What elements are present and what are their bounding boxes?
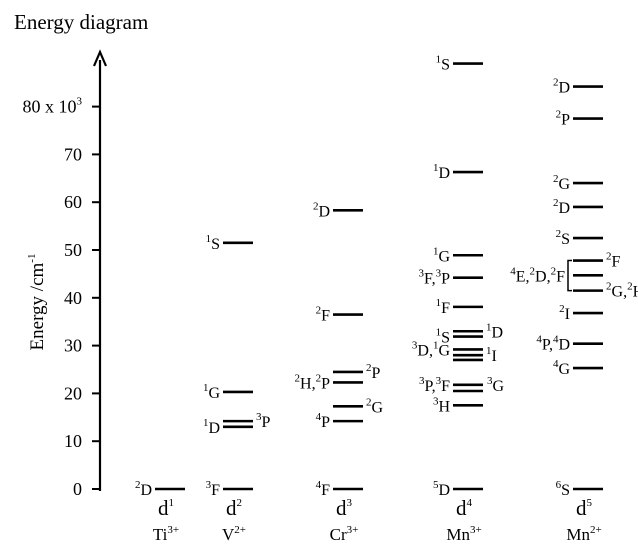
level-label: 3D,1G (412, 339, 451, 359)
ion-label: V2+ (222, 524, 246, 544)
level-label: 5D (433, 479, 450, 499)
level-label: 1D (433, 162, 450, 182)
level-label: 2D (553, 197, 570, 217)
column-d2: 3F 1D 3P 1G 1S (203, 233, 271, 499)
y-tick-label: 20 (64, 383, 82, 403)
ion-label: Mn2+ (566, 524, 601, 544)
level-label: 2G (366, 396, 384, 416)
level-label: 1G (433, 245, 451, 265)
level-label: 1S (436, 327, 450, 347)
y-axis (92, 49, 108, 491)
config-label: d1 (158, 496, 174, 520)
level-label: 2S (556, 228, 570, 248)
y-tick-label: 30 (64, 336, 82, 356)
level-label: 2P (366, 362, 381, 382)
level-label: 1F (436, 297, 451, 317)
level-label: 1D (203, 417, 220, 437)
level-label: 3F,3P (418, 268, 450, 288)
level-label: 2D (553, 77, 570, 97)
level-label: 2P (556, 109, 571, 129)
level-label: 4F (316, 479, 331, 499)
level-label: 2G,2H (606, 281, 638, 301)
y-tick-label: 50 (64, 240, 82, 260)
ion-label: Mn3+ (446, 524, 481, 544)
x-labels: d1 Ti3+ d2 V2+ d3 Cr3+ d4 Mn3+ d5 Mn2+ (153, 496, 602, 544)
config-label: d5 (576, 496, 593, 520)
bracket-icon (567, 259, 572, 292)
column-d1: 2D (135, 479, 185, 499)
y-tick-label: 70 (64, 144, 82, 164)
level-label: 2D (313, 200, 330, 220)
level-label: 3H (433, 395, 451, 415)
level-label: 2I (559, 303, 570, 323)
y-tick-label: 40 (64, 288, 82, 308)
y-tick-label: 80 x 103 (23, 96, 83, 117)
level-label: 1D (486, 321, 503, 341)
level-label: 4G (553, 358, 571, 378)
level-label: 6S (556, 479, 570, 499)
level-label: 3P,3F (419, 375, 450, 395)
ion-label: Ti3+ (153, 524, 179, 544)
level-label: 2F (606, 251, 621, 271)
level-label: 1S (436, 54, 450, 74)
level-label: 1G (203, 382, 221, 402)
config-label: d4 (456, 496, 473, 520)
level-label: 4P (316, 411, 331, 431)
config-label: d2 (226, 496, 242, 520)
level-label: 2H,2P (295, 372, 331, 392)
level-label: 3F (206, 479, 221, 499)
y-tick-label: 0 (73, 479, 82, 499)
column-d5: 6S 4G 4P,4D 2I 2G,2H 2F 2S 2D 2G 2P 2D 4E,2D,2F (510, 77, 638, 499)
y-tick-label: 10 (64, 431, 82, 451)
level-label: 3P (256, 411, 271, 431)
level-label: 2F (316, 305, 331, 325)
config-label: d3 (336, 496, 353, 520)
level-label: 2D (135, 479, 152, 499)
y-axis-arrow-icon (92, 49, 108, 67)
y-tick-label: 60 (64, 192, 82, 212)
level-label: 1S (206, 233, 220, 253)
y-ticks: 0 10 20 30 40 50 60 70 80 x 103 (23, 96, 100, 499)
level-label: 3G (487, 375, 505, 395)
column-d3: 4F 4P 2G 2H,2P 2P 2F 2D (295, 200, 384, 499)
y-axis-label: Energy /cm-1 (26, 254, 48, 351)
level-label: 1I (486, 345, 497, 365)
level-label: 2G (553, 173, 571, 193)
chart-title: Energy diagram (14, 10, 148, 34)
level-label: 4E,2D,2F (510, 265, 565, 285)
level-label: 4P,4D (536, 334, 570, 354)
ion-label: Cr3+ (330, 524, 359, 544)
